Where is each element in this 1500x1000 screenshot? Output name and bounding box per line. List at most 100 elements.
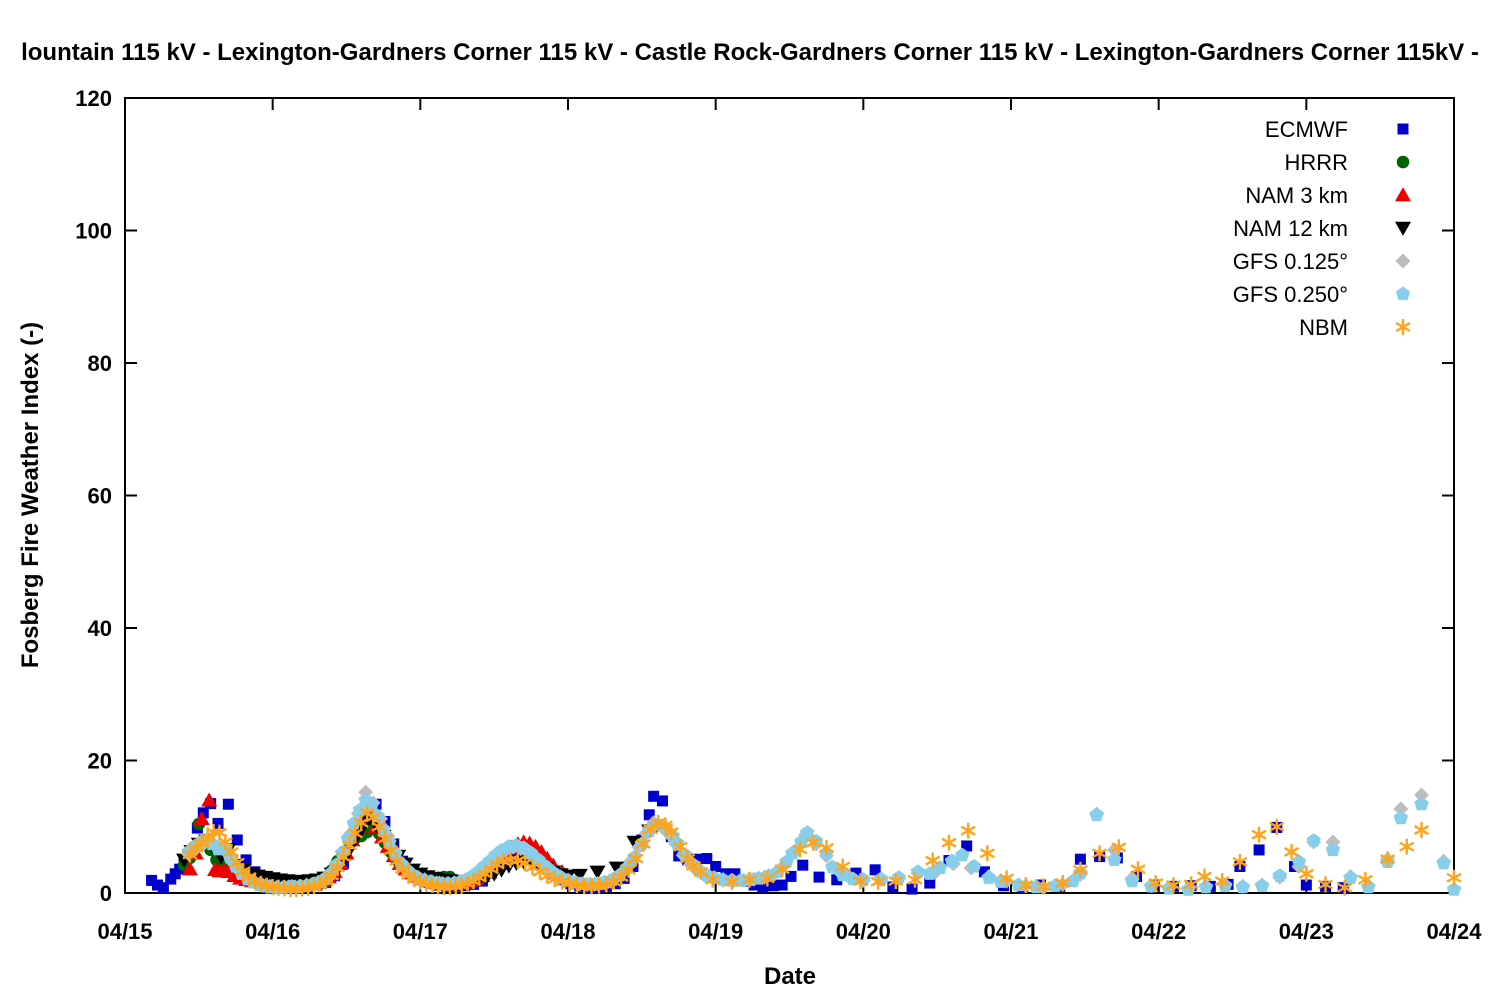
data-point	[1253, 844, 1265, 856]
legend-marker-diamond	[1395, 253, 1411, 269]
legend-marker-asterisk	[1395, 319, 1411, 335]
data-point	[318, 873, 334, 890]
data-point	[146, 874, 158, 886]
data-point	[785, 870, 797, 882]
legend-label: NBM	[1299, 315, 1348, 340]
data-point	[194, 835, 210, 852]
data-point	[1124, 873, 1140, 888]
data-point	[643, 809, 655, 821]
data-point	[1198, 879, 1214, 894]
data-point	[887, 881, 899, 893]
data-point	[845, 871, 861, 886]
data-point	[620, 861, 637, 878]
legend-marker-triangle-down	[1395, 221, 1411, 236]
data-point	[1393, 810, 1409, 825]
data-point	[1343, 870, 1358, 884]
data-point	[240, 854, 252, 866]
data-point	[1414, 787, 1430, 803]
data-point	[690, 853, 702, 865]
y-tick-label: 120	[75, 86, 112, 111]
data-point	[941, 834, 957, 851]
data-point	[978, 866, 990, 878]
data-point	[767, 880, 779, 892]
data-point	[729, 868, 741, 880]
data-point	[1251, 826, 1267, 843]
data-point	[1183, 876, 1199, 893]
data-point	[1269, 818, 1285, 835]
data-point	[831, 874, 843, 886]
data-point	[395, 861, 411, 878]
data-point	[598, 876, 614, 893]
data-point	[680, 850, 696, 867]
data-point	[223, 843, 239, 860]
chart-title: lountain 115 kV - Lexington-Gardners Cor…	[21, 39, 1479, 66]
data-point	[1399, 838, 1415, 855]
data-point	[648, 790, 660, 802]
data-point	[1232, 853, 1248, 870]
data-point	[705, 871, 721, 888]
data-point	[613, 869, 629, 886]
data-point	[960, 822, 976, 839]
data-point	[377, 830, 393, 847]
data-point	[1089, 807, 1104, 821]
data-point	[1325, 842, 1341, 857]
data-point	[330, 859, 346, 876]
data-point	[1235, 879, 1251, 894]
data-point	[547, 871, 563, 888]
axis-tick-labels: 04/15 04/16 04/17 04/18 04/19 04/20 04/21 04/22…	[75, 86, 1482, 944]
data-point	[235, 863, 251, 880]
data-point	[693, 863, 709, 880]
data-point	[643, 821, 659, 838]
legend-label: HRRR	[1284, 150, 1348, 175]
legend-label: ECMWF	[1265, 117, 1348, 142]
legend: ECMWF HRRR NAM 3 km NAM 12 km GFS 0.125° GFS …	[1233, 117, 1411, 340]
data-point	[922, 866, 937, 880]
x-tick-label: 04/22	[1131, 919, 1186, 944]
data-point	[870, 873, 886, 890]
data-point	[835, 858, 851, 875]
data-point	[1254, 878, 1270, 892]
data-point	[850, 867, 862, 879]
data-point	[510, 852, 526, 869]
legend-row: ECMWF	[1265, 117, 1409, 142]
data-point	[1072, 861, 1088, 878]
data-point	[944, 853, 960, 868]
x-tick-label: 04/21	[983, 919, 1038, 944]
y-axis-label: Fosberg Fire Weather Index (-)	[17, 322, 44, 668]
x-tick-label: 04/20	[836, 919, 891, 944]
data-point	[1317, 876, 1334, 893]
x-axis-label: Date	[764, 963, 816, 990]
data-point	[800, 825, 815, 839]
data-point	[1111, 839, 1127, 856]
legend-row: GFS 0.125°	[1233, 249, 1411, 274]
legend-label: GFS 0.125°	[1233, 249, 1348, 274]
x-tick-label: 04/18	[540, 919, 595, 944]
data-point	[776, 879, 788, 891]
x-tick-label: 04/24	[1426, 919, 1482, 944]
data-point	[1306, 833, 1321, 847]
data-point	[1291, 854, 1307, 868]
data-point	[1055, 875, 1071, 892]
y-tick-label: 80	[88, 351, 112, 376]
data-point	[1018, 877, 1034, 894]
y-tick-label: 40	[88, 616, 112, 641]
data-point	[1272, 868, 1287, 882]
data-point	[151, 879, 163, 891]
legend-label: NAM 12 km	[1233, 216, 1348, 241]
x-tick-label: 04/19	[688, 919, 743, 944]
data-point	[724, 873, 740, 890]
data-point	[657, 817, 674, 834]
data-point	[813, 871, 825, 883]
data-point	[201, 792, 218, 807]
data-point	[1414, 796, 1429, 811]
data-point	[818, 839, 834, 856]
legend-marker-triangle-up	[1395, 187, 1411, 202]
data-point	[701, 853, 713, 865]
data-point	[852, 873, 868, 890]
data-point	[907, 871, 923, 888]
data-point	[999, 870, 1015, 887]
data-point	[1446, 882, 1462, 896]
plot-frame	[124, 97, 1455, 894]
